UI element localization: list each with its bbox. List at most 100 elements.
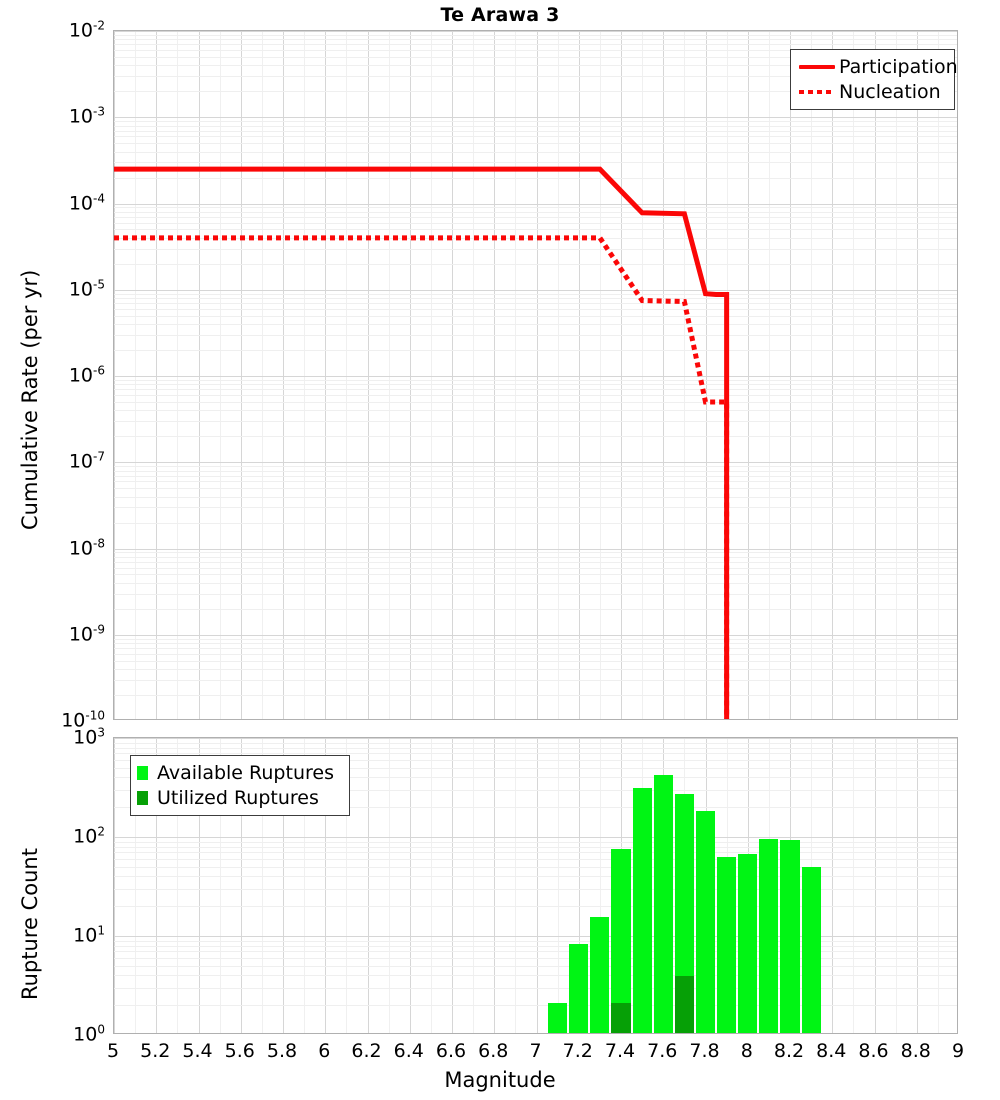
gridline-horizontal [114,350,957,352]
gridline-horizontal [114,789,957,791]
gridline-horizontal [114,34,957,36]
legend-item-available-ruptures: Available Ruptures [137,760,341,785]
gridline-horizontal [114,229,957,231]
curve-nucleation [114,235,730,719]
gridline-vertical [135,31,137,719]
gridline-vertical [557,738,559,1033]
participation-line-icon [797,64,837,69]
gridline-vertical [114,31,115,719]
gridline-horizontal [114,401,957,403]
gridline-horizontal [114,742,957,744]
gridline-vertical [409,738,411,1033]
gridline-horizontal [114,76,957,78]
y-tick-label: 10-9 [68,622,105,646]
gridline-vertical [367,31,369,719]
gridline-horizontal [114,759,957,761]
gridline-vertical [811,31,813,719]
gridline-horizontal [114,379,957,381]
gridline-horizontal [114,561,957,563]
gridline-horizontal [114,552,957,554]
gridline-vertical [156,31,158,719]
top-plot-legend: Participation Nucleation [790,49,958,110]
gridline-horizontal [114,44,957,46]
gridline-horizontal [114,475,957,477]
x-tick-label: 8.2 [773,1040,805,1062]
y-tick-label: 102 [73,824,105,848]
legend-label-utilized-ruptures: Utilized Ruptures [157,786,319,809]
x-tick-label: 8.8 [900,1040,931,1062]
gridline-horizontal [114,876,957,878]
gridline-horizontal [114,496,957,498]
utilized-ruptures-swatch-icon [137,790,155,805]
gridline-horizontal [114,56,957,58]
x-tick-label: 5.4 [182,1040,213,1062]
gridline-horizontal [114,466,957,468]
gridline-horizontal [114,203,957,205]
x-tick-label: 6.6 [435,1040,467,1062]
gridline-horizontal [114,39,957,41]
gridline-vertical [283,31,284,719]
gridline-horizontal [114,384,957,386]
x-tick-label: 8.4 [816,1040,847,1062]
legend-label-participation: Participation [839,55,958,78]
gridline-vertical [388,738,390,1033]
gridline-vertical [874,31,876,719]
gridline-horizontal [114,593,957,595]
gridline-horizontal [114,315,957,317]
gridline-horizontal [114,395,957,397]
x-tick-label: 5.2 [140,1040,171,1062]
x-axis-label: Magnitude [444,1068,556,1092]
gridline-horizontal [114,945,957,947]
bar-utilized-ruptures [611,1003,631,1033]
gridline-vertical [261,738,263,1033]
legend-label-available-ruptures: Available Ruptures [157,761,334,784]
gridline-vertical [388,31,390,719]
bar-available-ruptures [653,775,673,1033]
gridline-horizontal [114,389,957,391]
gridline-vertical [663,31,665,719]
gridline-horizontal [114,222,957,224]
gridline-vertical [832,31,834,719]
gridline-horizontal [114,837,957,838]
gridline-vertical [599,738,601,1033]
x-tick-label: 9 [951,1040,965,1062]
gridline-horizontal [114,50,957,52]
x-tick-label: 7.8 [689,1040,720,1062]
bottom-plot-legend: Available Ruptures Utilized Ruptures [130,755,350,816]
figure-title: Te Arawa 3 [440,4,560,26]
y-tick-label: 10-4 [68,190,105,215]
gridline-horizontal [114,522,957,524]
curve-participation [114,166,730,719]
x-tick-label: 7.6 [647,1040,678,1062]
gridline-vertical [219,31,221,719]
gridline-horizontal [114,846,957,848]
gridline-vertical [156,738,158,1033]
gridline-horizontal [114,965,957,967]
gridline-vertical [177,738,179,1033]
gridline-vertical [473,31,475,719]
gridline-horizontal [114,987,957,989]
bar-available-ruptures [611,848,631,1033]
gridline-vertical [240,738,242,1033]
gridline-horizontal [114,216,957,218]
gridline-vertical [367,738,369,1033]
cumulative-rate-plot [113,30,958,720]
gridline-horizontal [114,293,957,295]
gridline-horizontal [114,263,957,265]
x-tick-label: 5.6 [224,1040,255,1062]
gridline-vertical [219,738,221,1033]
gridline-horizontal [114,410,957,412]
gridline-vertical [515,31,517,719]
gridline-vertical [198,31,200,719]
gridline-horizontal [114,936,957,937]
gridline-vertical [515,738,517,1033]
gridline-horizontal [114,303,957,305]
x-tick-label: 7.2 [562,1040,593,1062]
gridline-horizontal [114,1005,957,1007]
legend-item-participation: Participation [797,54,958,79]
gridline-vertical [325,31,327,719]
gridline-vertical [916,738,918,1033]
gridline-vertical [916,31,918,719]
gridline-horizontal [114,334,957,336]
y-tick-label: 10-5 [68,277,105,301]
